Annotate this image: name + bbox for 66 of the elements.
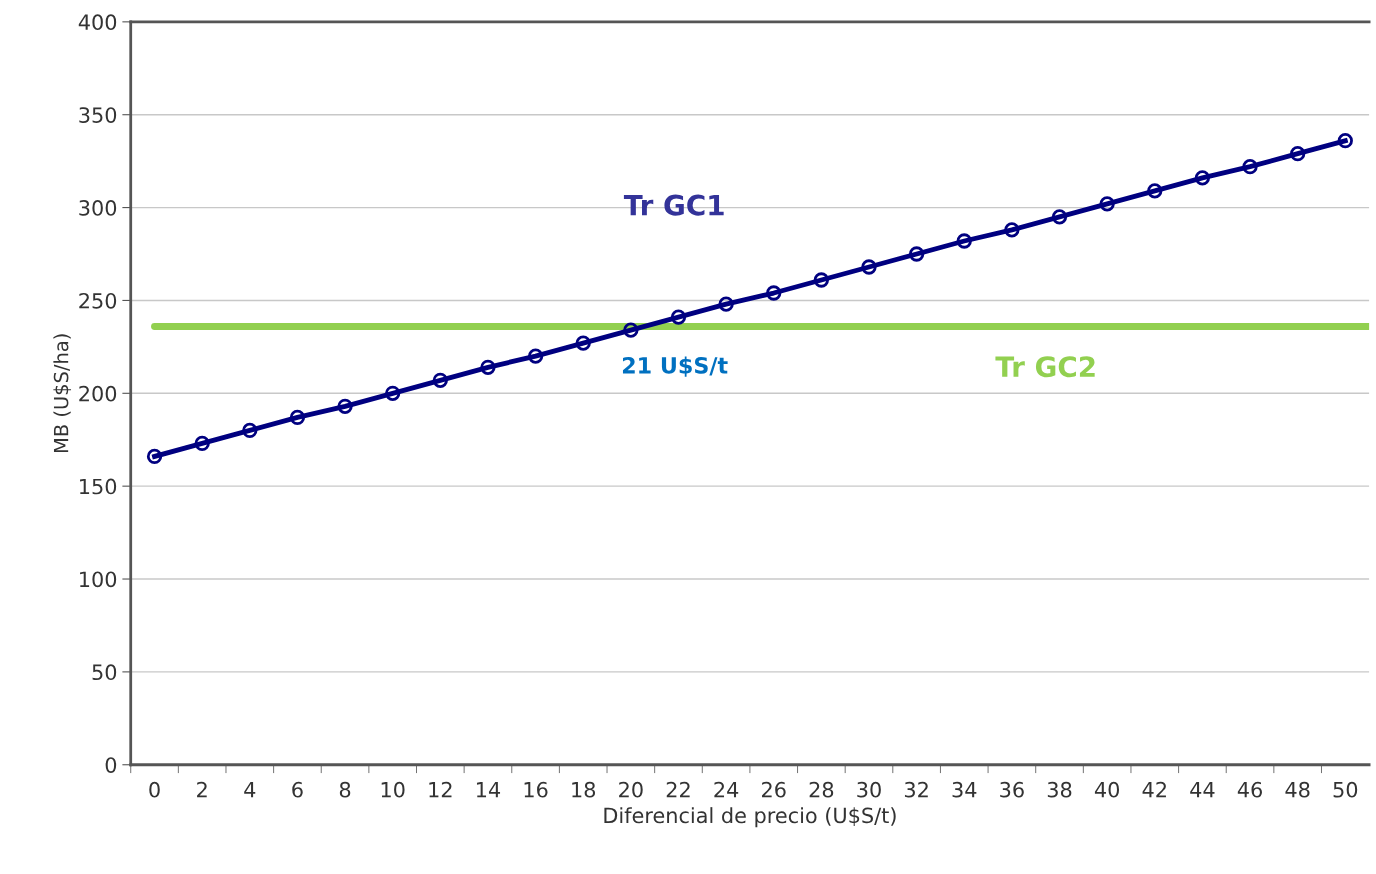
- point: [1194, 170, 1211, 186]
- x-tick-label: 26: [762, 781, 786, 798]
- point: [623, 322, 639, 338]
- x-tick-label: 40: [1094, 781, 1120, 798]
- ref-line-label: Tr GC2: [995, 356, 1095, 378]
- point: [289, 409, 306, 426]
- x-tick-label: 14: [476, 782, 501, 798]
- x-tick-label: 20: [619, 781, 643, 798]
- x-tick-label: 32: [904, 781, 928, 798]
- x-tick-label: 42: [1142, 781, 1166, 798]
- y-axis-title: MB (U$S/ha): [53, 334, 72, 452]
- annotation: 21 U$S/t: [622, 356, 728, 377]
- point: [718, 296, 734, 312]
- point: [432, 372, 448, 388]
- point: [385, 385, 401, 401]
- y-tick-label: 150: [80, 478, 117, 495]
- point: [194, 435, 210, 452]
- y-tick-label: 100: [80, 571, 117, 588]
- point: [813, 272, 830, 288]
- x-tick-label: 30: [857, 781, 881, 798]
- y-tick-label: 400: [78, 14, 117, 31]
- x-tick-label: 48: [1285, 781, 1310, 798]
- point: [480, 359, 496, 375]
- point: [146, 448, 163, 465]
- point: [337, 398, 353, 414]
- x-tick-label: 8: [339, 781, 351, 798]
- x-tick-label: 2: [197, 781, 207, 798]
- x-tick-label: 24: [714, 781, 739, 798]
- point: [908, 246, 925, 262]
- point: [1147, 183, 1163, 199]
- x-tick-label: 36: [1000, 781, 1024, 798]
- x-tick-label: 16: [524, 781, 548, 798]
- x-tick-label: 4: [244, 782, 256, 798]
- point: [1099, 196, 1115, 212]
- y-tick-label: 0: [105, 757, 117, 773]
- y-tick-label: 350: [79, 107, 117, 123]
- point: [527, 348, 544, 364]
- x-tick-label: 10: [381, 781, 405, 798]
- x-tick-label: 0: [149, 781, 160, 798]
- y-tick-label: 200: [79, 385, 117, 402]
- point: [670, 309, 687, 325]
- point: [575, 335, 591, 351]
- point: [1051, 209, 1068, 225]
- point: [242, 422, 258, 439]
- x-tick-label: 22: [666, 781, 690, 798]
- x-tick-label: 6: [292, 781, 303, 798]
- x-axis-title: Diferencial de precio (U$S/t): [604, 807, 896, 828]
- y-tick-label: 50: [92, 664, 117, 681]
- point: [1004, 222, 1020, 238]
- x-tick-label: 50: [1333, 781, 1358, 798]
- x-tick-label: 46: [1237, 781, 1262, 798]
- point: [1242, 159, 1258, 175]
- x-tick-label: 44: [1190, 782, 1215, 798]
- y-tick-label: 300: [79, 200, 117, 216]
- y-tick-label: 250: [79, 292, 117, 309]
- x-tick-label: 12: [429, 781, 452, 798]
- text: Tr GC1: [623, 194, 724, 216]
- point: [1290, 146, 1306, 162]
- x-tick-label: 38: [1047, 781, 1072, 798]
- point: [956, 233, 972, 249]
- point: [861, 259, 877, 275]
- x-tick-label: 34: [952, 781, 977, 798]
- x-tick-label: 28: [809, 781, 834, 798]
- x-tick-label: 18: [572, 781, 596, 798]
- point: [1337, 133, 1353, 149]
- point: [766, 285, 782, 301]
